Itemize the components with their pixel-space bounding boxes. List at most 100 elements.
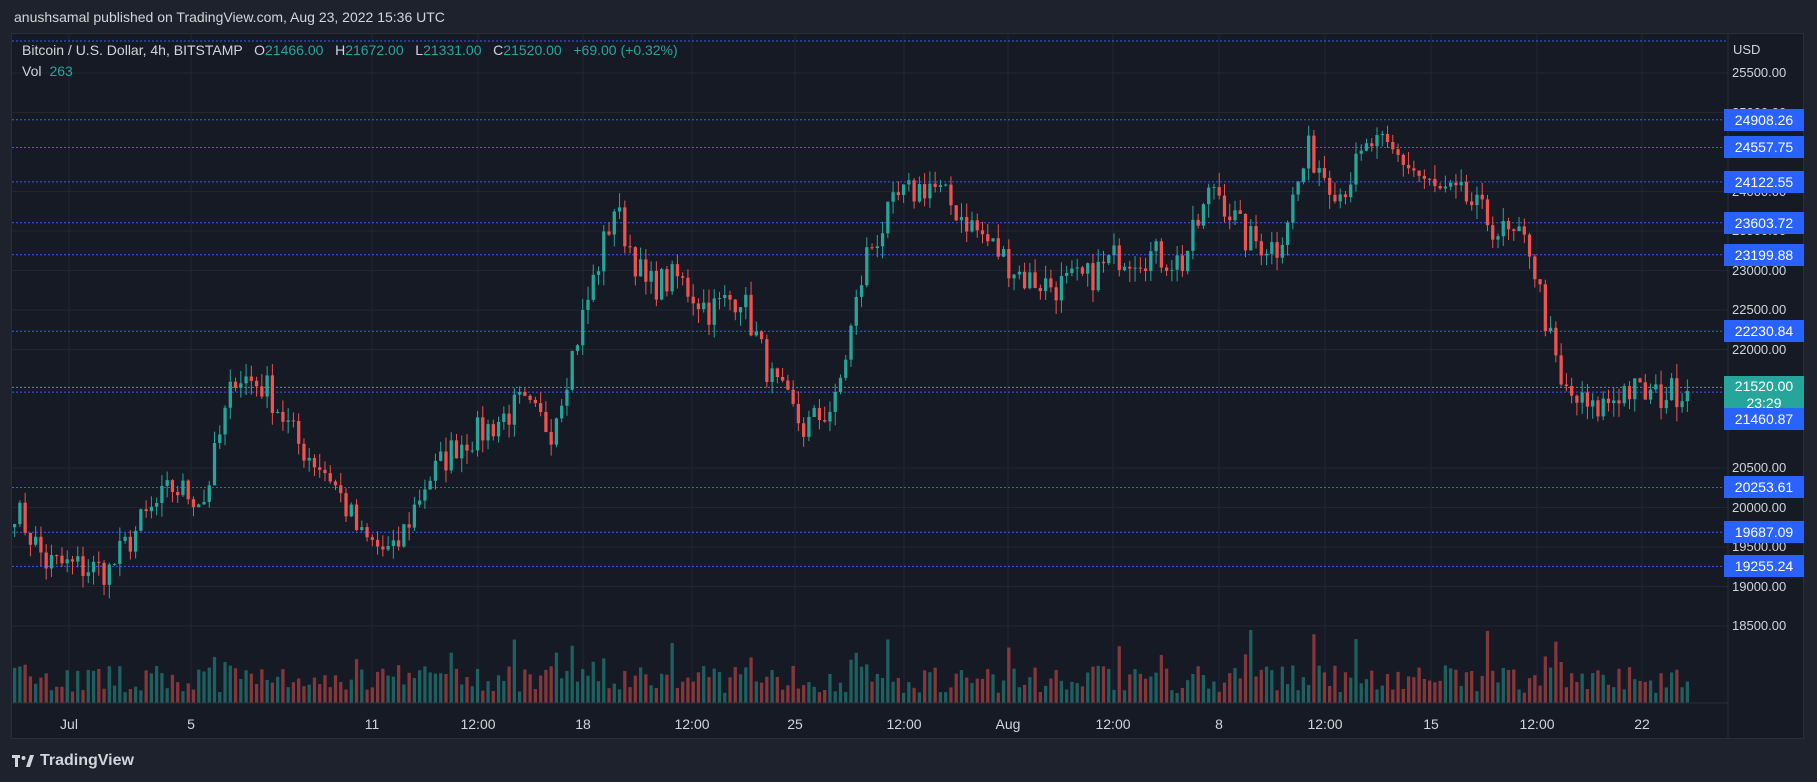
volume-bar [1059, 680, 1064, 703]
candle-body [1354, 153, 1358, 185]
candle-body [1133, 267, 1137, 269]
candle-body [1259, 241, 1263, 256]
candle-body [1449, 182, 1453, 187]
y-tick-label: 25500.00 [1732, 65, 1787, 80]
volume-bar [1159, 654, 1163, 703]
candle-body [1485, 199, 1490, 226]
x-tick-label: 12:00 [1307, 716, 1343, 732]
volume-bar [565, 670, 569, 703]
close-label: C [493, 42, 504, 58]
candle-body [439, 451, 443, 461]
volume-bar [1422, 679, 1426, 703]
candle-body [297, 421, 301, 444]
volume-bar [1548, 667, 1553, 703]
candle-body [1107, 255, 1111, 264]
volume-bar [454, 668, 459, 703]
volume-bar [233, 668, 238, 703]
candle-body [681, 276, 685, 278]
candle-body [1191, 219, 1195, 251]
tradingview-logo[interactable]: TradingView [12, 752, 134, 770]
volume-bar [1038, 692, 1042, 703]
volume-bar [1070, 681, 1074, 703]
candle-body [1538, 279, 1542, 285]
candle-body [1396, 149, 1400, 155]
candle-body [12, 524, 17, 528]
volume-bar [517, 691, 522, 703]
y-tick-label: 20500.00 [1732, 460, 1787, 475]
candle-body [65, 559, 69, 564]
candle-body [1207, 187, 1211, 205]
volume-bar [65, 670, 69, 703]
candle-body [691, 296, 695, 304]
volume-bar [1385, 674, 1390, 703]
candle-body [97, 561, 101, 563]
candle-body [1638, 378, 1642, 383]
volume-bar [1196, 666, 1200, 703]
volume-bar [412, 678, 417, 703]
volume-bar [1307, 685, 1311, 703]
volume-bar [596, 681, 601, 703]
volume-bar [249, 673, 253, 703]
candle-body [970, 220, 974, 232]
candle-body [1317, 168, 1321, 173]
candle-body [28, 532, 33, 545]
volume-bar [602, 658, 606, 703]
candle-body [254, 380, 259, 387]
level-price-label: 19687.09 [1724, 521, 1804, 544]
volume-bar [123, 692, 127, 703]
x-tick-label: 15 [1423, 716, 1439, 732]
volume-bar [1454, 669, 1458, 703]
candle-body [1180, 255, 1185, 272]
volume-bar [702, 666, 706, 703]
level-price-label: 23199.88 [1724, 243, 1804, 266]
volume-bar [496, 675, 501, 703]
volume-bar [1254, 676, 1258, 703]
volume-bar [1606, 684, 1611, 703]
candle-body [1075, 267, 1079, 269]
volume-bar [717, 672, 722, 703]
volume-bar [307, 684, 311, 703]
volume-bar [1112, 689, 1116, 703]
volume-bar [923, 670, 927, 703]
candle-body [523, 392, 527, 396]
volume-bar [886, 639, 890, 703]
candle-body [901, 184, 906, 196]
candle-body [1370, 143, 1374, 147]
volume-bar [539, 675, 543, 703]
candle-body [328, 473, 332, 482]
candle-body [102, 562, 106, 585]
candle-body [475, 417, 480, 451]
candle-body [302, 443, 306, 461]
candle-body [112, 563, 117, 565]
volume-bar [617, 689, 622, 703]
volume-bar [297, 678, 301, 703]
candle-body [765, 339, 769, 382]
candle-body [891, 192, 895, 202]
volume-bar [880, 677, 885, 703]
volume-legend[interactable]: Vol 263 [22, 63, 73, 79]
volume-bar [1375, 689, 1379, 703]
candle-body [81, 556, 85, 576]
volume-bar [1212, 681, 1216, 703]
volume-bar [1107, 668, 1111, 703]
candle-body [176, 491, 180, 496]
candle-body [1138, 267, 1142, 269]
candle-body [454, 440, 459, 459]
volume-bar [991, 674, 995, 703]
volume-bar [1517, 689, 1521, 703]
volume-bar [1496, 682, 1500, 703]
volume-bar [1543, 656, 1547, 703]
candle-body [139, 509, 143, 531]
volume-bar [433, 673, 438, 703]
high-label: H [335, 42, 346, 58]
candle-body [1154, 241, 1158, 252]
volume-bar [1591, 673, 1595, 703]
candle-body [1496, 236, 1500, 240]
candle-body [1659, 384, 1663, 409]
volume-bar [1096, 665, 1100, 703]
volume-bar [133, 686, 138, 703]
volume-bar [360, 669, 364, 703]
symbol-legend[interactable]: Bitcoin / U.S. Dollar, 4h, BITSTAMP O214… [22, 42, 678, 58]
volume-bar [149, 673, 154, 703]
